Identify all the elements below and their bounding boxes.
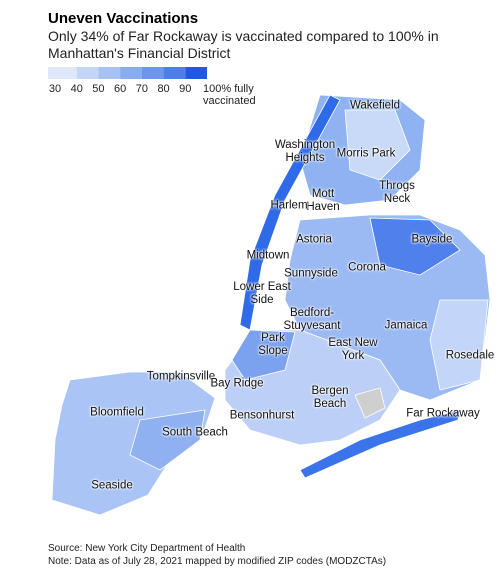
brooklyn-patch: [231, 329, 296, 381]
legend-tick-label: 50: [92, 83, 105, 95]
place-label: Mott Haven: [306, 188, 340, 213]
place-label: Rosedale: [445, 349, 495, 362]
legend-tick-label: 40: [70, 83, 83, 95]
place-label: Bensonhurst: [229, 409, 295, 422]
legend-swatch: [76, 67, 99, 79]
place-label: Astoria: [296, 233, 332, 246]
legend-swatch: [120, 67, 142, 79]
place-label: Bay Ridge: [210, 377, 264, 390]
place-label: Jamaica: [384, 319, 428, 332]
legend-tick-label: 60: [114, 83, 127, 95]
place-label: Throgs Neck: [379, 180, 415, 205]
queens-east: [429, 299, 489, 391]
place-label: Tompkinsville: [146, 370, 216, 383]
place-label: Far Rockaway: [406, 407, 480, 420]
source: Source: New York City Department of Heal…: [48, 543, 246, 554]
airport: [354, 387, 386, 419]
place-label: East New York: [328, 337, 378, 362]
legend-tick-label: 80: [157, 83, 170, 95]
staten-patch: [129, 409, 206, 471]
bronx-patch: [344, 109, 411, 181]
place-label: Seaside: [91, 479, 133, 492]
legend-swatch: [48, 67, 77, 79]
title: Uneven Vaccinations: [48, 10, 199, 27]
place-label: Bayside: [411, 233, 453, 246]
place-label: Bloomfield: [90, 406, 144, 419]
legend: [48, 67, 207, 79]
place-label: Bedford-Stuyvesant: [283, 307, 341, 332]
place-label: Washington Heights: [274, 139, 336, 164]
map: [51, 94, 491, 516]
legend-swatch: [163, 67, 186, 79]
note: Note: Data as of July 28, 2021 mapped by…: [48, 556, 387, 567]
legend-tick-label: 30: [48, 83, 62, 95]
place-label: South Beach: [162, 426, 228, 439]
place-label: Sunnyside: [284, 267, 338, 280]
legend-swatch: [141, 67, 164, 79]
rockaway: [299, 409, 461, 479]
manhattan: [239, 94, 341, 331]
queens-patch: [369, 217, 461, 276]
place-label: Wakefield: [349, 99, 401, 112]
place-label: Park Slope: [258, 332, 288, 357]
place-label: Midtown: [246, 249, 290, 262]
legend-tick-label: 90: [179, 83, 192, 95]
place-label: Lower East Side: [233, 281, 291, 306]
place-label: Corona: [348, 261, 386, 274]
legend-tick-label: 100% fully vaccinated: [203, 83, 256, 107]
subtitle: Only 34% of Far Rockaway is vaccinated c…: [48, 28, 439, 61]
legend-tick-label: 70: [135, 83, 148, 95]
place-label: Morris Park: [336, 147, 396, 160]
legend-swatch: [98, 67, 121, 79]
place-label: Bergen Beach: [311, 385, 349, 410]
place-label: Harlem: [270, 199, 308, 212]
legend-swatch: [185, 67, 207, 79]
